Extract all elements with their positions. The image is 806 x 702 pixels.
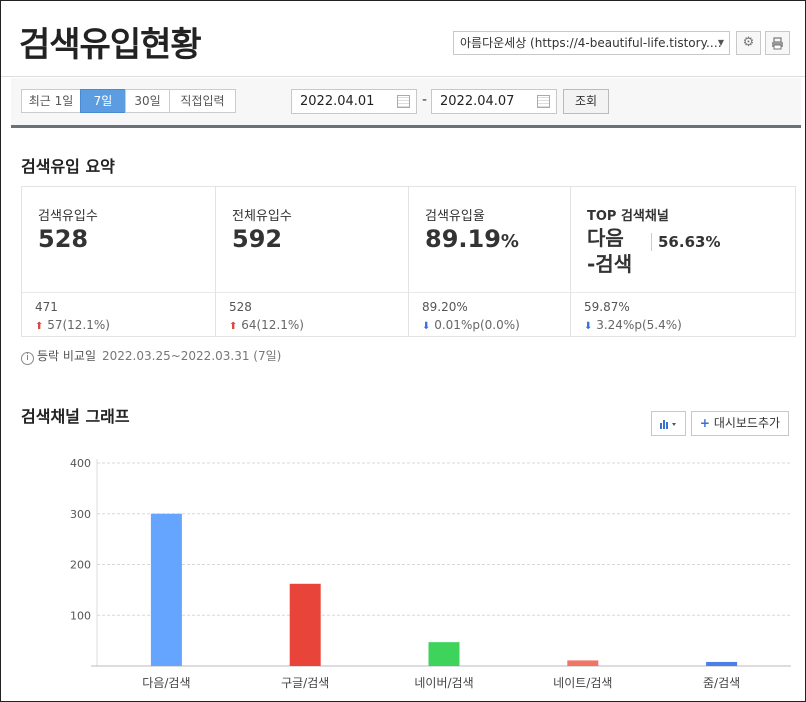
card-value: 89.19%: [425, 225, 519, 253]
period-30day-button[interactable]: 30일: [125, 89, 170, 113]
bar-3: [567, 660, 599, 666]
period-label: 7일: [93, 94, 113, 108]
blog-select-value: 아름다운세상 (https://4-beautiful-life.tistory…: [460, 36, 722, 50]
calendar-icon[interactable]: [397, 95, 410, 108]
graph-title: 검색채널 그래프: [21, 407, 130, 426]
summary-title: 검색유입 요약: [21, 157, 115, 176]
page-title: 검색유입현황: [19, 25, 202, 65]
card-label: 검색유입수: [38, 209, 98, 224]
period-7day-button[interactable]: 7일: [80, 89, 126, 113]
arrow-down-icon: ⬇: [422, 321, 431, 332]
compare-range: 2022.03.25~2022.03.31 (7일): [102, 349, 282, 363]
period-label: 최근 1일: [28, 94, 74, 108]
start-date-value: 2022.04.01: [300, 94, 375, 109]
period-1day-button[interactable]: 최근 1일: [21, 89, 81, 113]
top-channel-pct: 56.63%: [651, 233, 720, 251]
card-value-unit: %: [500, 231, 519, 252]
channel-bar-chart: 100 200 300 400 다음/검색 구글/검색 네이버/검색 네이트/검색 줌/검색: [70, 457, 791, 690]
top-channel-name: 다음 -검색: [587, 225, 632, 277]
summary-card-top-channel: TOP 검색채널 다음 -검색 56.63% 59.87% ⬇ 3.24%p(5…: [571, 187, 795, 337]
card-value: 528: [38, 225, 89, 253]
blog-select[interactable]: 아름다운세상 (https://4-beautiful-life.tistory…: [453, 31, 730, 55]
card-prev-value: 471: [35, 300, 58, 314]
y-tick-label: 100: [70, 609, 91, 622]
bar-0: [150, 513, 182, 666]
card-change-value: 64(12.1%): [241, 318, 304, 332]
card-prev-value: 528: [229, 300, 252, 314]
bar-1: [289, 583, 321, 666]
chart-type-button[interactable]: [651, 411, 686, 436]
card-change-value: 0.01%p(0.0%): [434, 318, 520, 332]
top-channel-line1: 다음: [587, 226, 624, 250]
page-header: 검색유입현황 아름다운세상 (https://4-beautiful-life.…: [1, 1, 805, 77]
x-tick-label: 줌/검색: [703, 676, 740, 690]
x-tick-label: 구글/검색: [281, 676, 329, 690]
top-channel-line2: -검색: [587, 252, 633, 276]
card-change-value: 3.24%p(5.4%): [596, 318, 682, 332]
card-prev-value: 89.20%: [422, 300, 468, 314]
filter-bar: 최근 1일 7일 30일 직접입력 2022.04.01 - 2022.04.0…: [11, 78, 801, 128]
compare-period: i 등락 비교일 2022.03.25~2022.03.31 (7일): [21, 347, 281, 365]
channel-chart: 100 200 300 400 다음/검색 구글/검색 네이버/검색 네이트/검색 줌/검색: [21, 451, 796, 701]
end-date-value: 2022.04.07: [440, 94, 515, 109]
summary-card-search-inflow: 검색유입수 528 471 ⬆ 57(12.1%): [22, 187, 216, 337]
add-dashboard-button[interactable]: + 대시보드추가: [691, 411, 789, 436]
start-date-input[interactable]: 2022.04.01: [291, 89, 417, 114]
settings-button[interactable]: ⚙: [736, 31, 761, 55]
card-prev-value: 59.87%: [584, 300, 630, 314]
add-dashboard-label: 대시보드추가: [713, 416, 781, 430]
period-label: 직접입력: [180, 94, 225, 108]
card-label: TOP 검색채널: [587, 209, 669, 224]
print-icon: [772, 37, 783, 50]
card-change: ⬇ 0.01%p(0.0%): [422, 318, 520, 332]
chart-type-icon: [659, 420, 676, 429]
plus-icon: +: [699, 416, 710, 430]
card-value-number: 89.19: [425, 225, 501, 253]
end-date-input[interactable]: 2022.04.07: [431, 89, 557, 114]
summary-cards: 검색유입수 528 471 ⬆ 57(12.1%) 전체유입수 592 528 …: [21, 186, 796, 337]
card-label: 검색유입율: [425, 209, 485, 224]
period-label: 30일: [134, 94, 161, 108]
bar-2: [428, 642, 460, 666]
y-tick-label: 400: [70, 457, 91, 470]
info-icon: i: [21, 352, 34, 365]
compare-label: 등락 비교일: [37, 349, 97, 363]
card-change-value: 57(12.1%): [47, 318, 110, 332]
arrow-up-icon: ⬆: [35, 321, 44, 332]
gear-icon: ⚙: [742, 35, 755, 50]
summary-card-total-inflow: 전체유입수 592 528 ⬆ 64(12.1%): [216, 187, 409, 337]
y-tick-label: 200: [70, 559, 91, 572]
search-button[interactable]: 조회: [563, 89, 609, 114]
arrow-down-icon: ⬇: [584, 321, 593, 332]
period-custom-button[interactable]: 직접입력: [169, 89, 236, 113]
card-change: ⬇ 3.24%p(5.4%): [584, 318, 682, 332]
card-change: ⬆ 57(12.1%): [35, 318, 110, 332]
bar-4: [706, 661, 738, 666]
calendar-icon[interactable]: [537, 95, 550, 108]
chevron-down-icon: ▼: [717, 38, 724, 47]
y-tick-label: 300: [70, 508, 91, 521]
card-change: ⬆ 64(12.1%): [229, 318, 304, 332]
card-label: 전체유입수: [232, 209, 292, 224]
arrow-up-icon: ⬆: [229, 321, 238, 332]
x-tick-label: 네이트/검색: [553, 676, 612, 690]
x-tick-label: 다음/검색: [142, 676, 190, 690]
x-tick-label: 네이버/검색: [414, 676, 473, 690]
print-button[interactable]: [765, 31, 790, 55]
summary-card-search-rate: 검색유입율 89.19% 89.20% ⬇ 0.01%p(0.0%): [409, 187, 571, 337]
card-value: 592: [232, 225, 283, 253]
date-range-dash: -: [422, 92, 428, 108]
